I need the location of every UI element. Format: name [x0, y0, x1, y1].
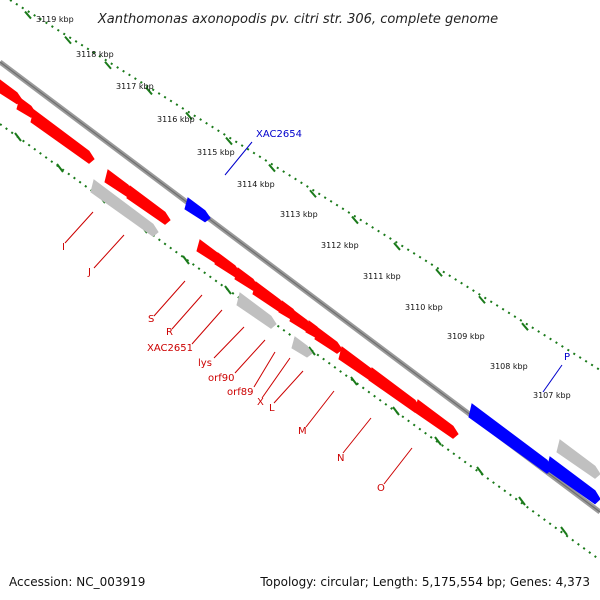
gene-label: O	[377, 483, 385, 494]
scale-tick-labels: 3119 kbp 3118 kbp 3117 kbp 3116 kbp 3115 kbp…	[36, 15, 571, 400]
gene-label-leader	[383, 447, 413, 485]
gene-label: I	[62, 242, 65, 253]
gene-label-leader	[153, 280, 186, 317]
map-title: Xanthomonas axonopodis pv. citri str. 30…	[97, 12, 498, 27]
scale-tick-label: 3116 kbp	[157, 115, 195, 124]
scale-tick	[224, 285, 232, 295]
scale-tick	[104, 61, 112, 70]
scale-tick	[393, 242, 401, 251]
scale-tick-label: 3107 kbp	[533, 391, 571, 400]
gene-feature	[90, 179, 159, 237]
scale-tick	[309, 189, 317, 198]
scale-tick	[64, 35, 72, 45]
scale-tick-label: 3109 kbp	[447, 332, 485, 341]
scale-tick	[225, 136, 233, 146]
gene-feature	[414, 399, 459, 439]
gene-feature	[291, 336, 313, 358]
gene-feature	[184, 197, 211, 223]
scale-tick	[24, 10, 32, 20]
gene-label-leader	[253, 351, 276, 388]
gene-label: lys	[198, 358, 212, 369]
scale-tick	[521, 322, 529, 331]
gene-label-leader	[305, 390, 335, 428]
scale-tick	[308, 346, 316, 356]
scale-tick-label: 3113 kbp	[280, 210, 318, 219]
gene-feature	[236, 292, 277, 329]
scale-tick-label: 3110 kbp	[405, 303, 443, 312]
scale-tick-label: 3117 kbp	[116, 82, 154, 91]
scale-tick	[518, 496, 526, 506]
gene-label: orf89	[227, 387, 253, 398]
gene-label-leader	[234, 339, 266, 374]
scale-tick	[56, 163, 64, 173]
gene-label: P	[564, 352, 570, 363]
scale-tick	[560, 526, 568, 536]
label-leader-lines	[64, 141, 563, 485]
gene-label-leader	[191, 309, 223, 345]
scale-tick	[182, 255, 190, 265]
gene-label: N	[337, 453, 344, 464]
scale-tick-label: 3118 kbp	[76, 50, 114, 59]
scale-tick	[476, 466, 484, 476]
gene-label: X	[257, 397, 264, 408]
topology-text: Topology: circular; Length: 5,175,554 bp…	[260, 575, 590, 589]
scale-ticks	[14, 10, 568, 536]
scale-tick-label: 3114 kbp	[237, 180, 275, 189]
scale-tick	[145, 86, 153, 96]
gene-label-leader	[273, 370, 304, 404]
gene-label: L	[269, 403, 275, 414]
gene-label-leader	[213, 326, 245, 359]
gene-label: S	[148, 314, 154, 325]
gene-feature	[546, 456, 600, 505]
gene-feature	[468, 403, 553, 474]
gene-label-leader	[224, 141, 253, 176]
gene-label: R	[166, 327, 173, 338]
gene-features	[0, 79, 600, 505]
scale-tick	[351, 215, 359, 225]
gene-label: XAC2654	[256, 129, 302, 140]
gene-label-leader	[93, 234, 125, 269]
scale-tick	[185, 111, 193, 121]
gene-feature	[368, 367, 421, 413]
gene-label: orf90	[208, 373, 234, 384]
gene-feature	[0, 79, 23, 105]
gene-feature	[30, 109, 95, 164]
gene-labels: XAC2654 P I J S R XAC2651 lys orf90 orf89 XL M N O	[62, 129, 570, 494]
gene-label: M	[298, 426, 307, 437]
gene-label: J	[87, 267, 91, 278]
scale-tick	[434, 436, 442, 446]
scale-tick	[268, 163, 276, 173]
gene-label-leader	[342, 417, 372, 454]
scale-tick	[392, 406, 400, 416]
scale-tick-label: 3108 kbp	[490, 362, 528, 371]
scale-tick	[478, 295, 486, 304]
gene-feature	[314, 327, 343, 354]
gene-label-leader	[542, 364, 563, 393]
scale-tick	[350, 376, 358, 386]
scale-tick	[14, 132, 22, 142]
gene-feature	[556, 439, 600, 479]
gene-label-leader	[171, 294, 203, 330]
scale-tick-label: 3119 kbp	[36, 15, 74, 24]
scale-tick-label: 3115 kbp	[197, 148, 235, 157]
scale-tick-label: 3111 kbp	[363, 272, 401, 281]
scale-tick-label: 3112 kbp	[321, 241, 359, 250]
scale-tick	[435, 268, 443, 277]
accession-text: Accession: NC_003919	[9, 575, 146, 589]
gene-label-leader	[64, 211, 94, 244]
gene-label-leader	[261, 357, 291, 399]
gene-feature	[126, 185, 171, 225]
gene-label: XAC2651	[147, 343, 193, 354]
